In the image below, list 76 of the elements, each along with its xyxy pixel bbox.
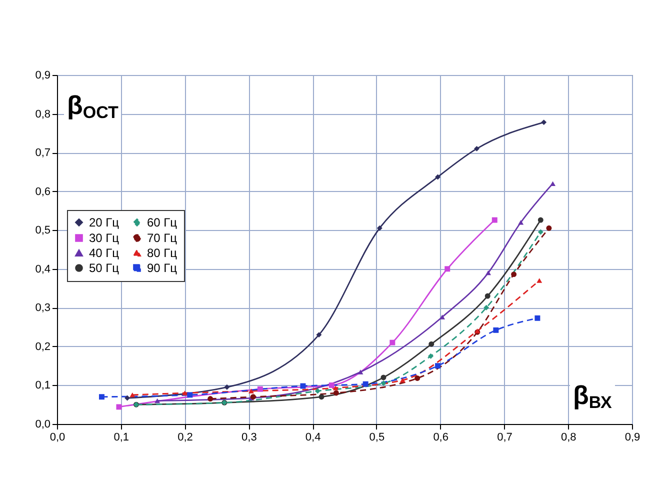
legend-label: 80 Гц bbox=[147, 246, 178, 260]
y-tick-label: 0,6 bbox=[35, 186, 50, 198]
point bbox=[116, 404, 122, 410]
point bbox=[428, 353, 434, 359]
point bbox=[534, 315, 540, 321]
point bbox=[550, 181, 556, 186]
point bbox=[154, 398, 160, 404]
point bbox=[182, 390, 188, 396]
x-tick-label: 0,8 bbox=[560, 432, 576, 444]
point bbox=[492, 217, 498, 223]
point bbox=[428, 341, 434, 347]
point bbox=[257, 386, 263, 392]
x-axis-title: β$_{ВХ}$ bbox=[570, 380, 615, 413]
x-tick-label: 0,1 bbox=[114, 432, 130, 444]
legend-label: 40 Гц bbox=[89, 246, 120, 260]
point bbox=[538, 217, 544, 223]
point bbox=[435, 363, 441, 369]
point bbox=[376, 225, 382, 231]
y-tick-label: 0,9 bbox=[35, 70, 50, 82]
y-tick-label: 0,3 bbox=[35, 302, 50, 314]
point bbox=[358, 370, 364, 374]
point bbox=[414, 376, 420, 381]
point bbox=[362, 381, 368, 387]
point bbox=[444, 266, 450, 272]
y-axis-title: β$_{ОСТ}$ bbox=[64, 90, 122, 123]
point bbox=[224, 384, 230, 390]
point bbox=[318, 394, 324, 400]
y-tick-label: 0,7 bbox=[35, 147, 50, 160]
x-tick-label: 0,0 bbox=[50, 432, 66, 444]
y-tick-label: 0,8 bbox=[35, 108, 50, 120]
legend-label: 50 Гц bbox=[89, 261, 120, 275]
point bbox=[484, 293, 490, 299]
point bbox=[538, 229, 544, 235]
point bbox=[536, 278, 542, 283]
point bbox=[98, 394, 104, 400]
point bbox=[518, 220, 524, 225]
point bbox=[493, 327, 499, 333]
point bbox=[484, 304, 490, 310]
legend-label: 20 Гц bbox=[89, 215, 120, 230]
point bbox=[328, 382, 334, 388]
point bbox=[400, 378, 406, 383]
x-tick-label: 0,7 bbox=[497, 432, 512, 444]
point bbox=[541, 120, 547, 126]
y-tick-label: 0,2 bbox=[35, 340, 50, 353]
y-tick-label: 0,4 bbox=[35, 263, 50, 276]
x-tick-label: 0,6 bbox=[433, 432, 448, 444]
point bbox=[333, 390, 339, 396]
point bbox=[486, 270, 491, 276]
legend-label: 60 Гц bbox=[147, 215, 178, 230]
point bbox=[390, 340, 396, 346]
point bbox=[380, 374, 386, 380]
point bbox=[435, 174, 441, 180]
x-tick-label: 0,5 bbox=[369, 432, 385, 444]
point bbox=[130, 392, 136, 398]
y-tick-label: 0,0 bbox=[35, 418, 50, 430]
point bbox=[314, 388, 320, 394]
legend-label: 30 Гц bbox=[89, 231, 120, 245]
legend-label: 90 Гц bbox=[147, 261, 178, 275]
y-tick-label: 0,1 bbox=[35, 380, 50, 392]
point bbox=[380, 380, 386, 386]
point bbox=[474, 146, 480, 152]
point bbox=[300, 383, 306, 389]
point bbox=[316, 332, 322, 338]
point bbox=[511, 272, 517, 278]
x-tick-label: 0,2 bbox=[178, 432, 193, 444]
point bbox=[187, 392, 193, 398]
x-tick-label: 0,3 bbox=[242, 432, 257, 444]
point bbox=[546, 225, 552, 231]
point bbox=[332, 386, 338, 390]
x-tick-label: 0,9 bbox=[624, 432, 640, 444]
point bbox=[440, 314, 445, 320]
point bbox=[248, 388, 254, 394]
y-tick-label: 0,5 bbox=[35, 224, 50, 237]
legend-label: 70 Гц bbox=[147, 231, 178, 245]
point bbox=[208, 396, 214, 402]
x-tick-label: 0,4 bbox=[305, 432, 321, 444]
